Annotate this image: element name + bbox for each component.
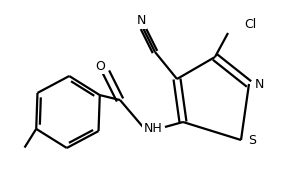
Text: Cl: Cl: [244, 18, 256, 32]
Text: O: O: [95, 59, 105, 73]
Text: N: N: [255, 77, 265, 90]
Text: NH: NH: [144, 123, 162, 136]
Text: N: N: [136, 14, 146, 27]
Text: S: S: [248, 133, 256, 146]
